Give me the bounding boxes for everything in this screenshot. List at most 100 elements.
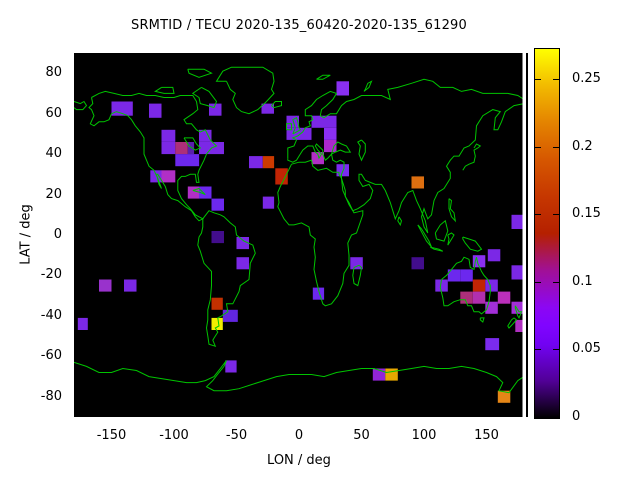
heatmap-cell bbox=[447, 269, 461, 282]
coastline bbox=[507, 317, 518, 329]
coastline bbox=[430, 246, 444, 252]
heatmap-cell bbox=[222, 309, 238, 322]
heatmap-cell bbox=[262, 156, 275, 169]
heatmap-cell bbox=[150, 170, 162, 183]
colorbar bbox=[534, 48, 560, 419]
heatmap-cell bbox=[99, 279, 112, 292]
coastline bbox=[417, 224, 432, 248]
heatmap-cell bbox=[485, 338, 500, 351]
coastline bbox=[271, 101, 282, 109]
heatmap-cell bbox=[515, 319, 524, 332]
coastline bbox=[187, 68, 213, 78]
colorbar-tick-label: 0.1 bbox=[572, 273, 593, 289]
y-tick-label: 40 bbox=[45, 146, 62, 162]
x-tick-label: 150 bbox=[474, 428, 499, 443]
heatmap-cell bbox=[149, 103, 162, 118]
heatmap-cell bbox=[77, 317, 88, 330]
heatmap-cell bbox=[211, 142, 224, 155]
heatmap-cell bbox=[286, 115, 299, 128]
colorbar-tick-label: 0.2 bbox=[572, 138, 593, 154]
heatmap-cell bbox=[511, 301, 524, 314]
heatmap-cell bbox=[236, 257, 249, 270]
heatmap-cell bbox=[411, 257, 424, 270]
heatmap-cell bbox=[211, 297, 223, 310]
colorbar-tick bbox=[535, 146, 541, 148]
coastline bbox=[191, 86, 218, 109]
heatmap-cell bbox=[199, 186, 212, 199]
heatmap-cell bbox=[175, 154, 200, 167]
heatmap-cell bbox=[511, 265, 524, 280]
coastline bbox=[434, 219, 449, 242]
heatmap-canvas bbox=[74, 53, 524, 417]
world-heatmap bbox=[74, 53, 524, 417]
coastline bbox=[447, 232, 455, 246]
coastline bbox=[287, 103, 524, 234]
x-tick-label: -100 bbox=[159, 428, 189, 443]
coastline bbox=[154, 86, 175, 94]
heatmap-cell bbox=[275, 168, 288, 185]
plot-title: SRMTID / TECU 2020-135_60420-2020-135_61… bbox=[131, 18, 467, 33]
coastline bbox=[514, 305, 523, 320]
heatmap-cell bbox=[211, 231, 224, 244]
heatmap-cell bbox=[161, 170, 176, 183]
coastline bbox=[88, 90, 218, 222]
heatmap-cell bbox=[161, 129, 176, 142]
heatmap-cell bbox=[511, 214, 524, 229]
x-tick-label: 50 bbox=[353, 428, 370, 443]
heatmap-cell bbox=[211, 317, 223, 330]
heatmap-cell bbox=[236, 237, 249, 250]
coastline bbox=[397, 216, 403, 227]
colorbar-tick bbox=[535, 349, 541, 351]
colorbar-tick-label: 0 bbox=[572, 409, 581, 424]
colorbar-tick bbox=[553, 214, 559, 216]
coastline bbox=[448, 198, 457, 223]
heatmap-cell bbox=[261, 103, 274, 114]
heatmap-cell bbox=[497, 390, 511, 403]
heatmap-cell bbox=[199, 129, 212, 142]
heatmap-cell bbox=[324, 115, 337, 128]
coastline bbox=[363, 80, 373, 92]
plot-right-border bbox=[526, 53, 528, 417]
heatmap-cell bbox=[487, 249, 501, 262]
colorbar-tick-label: 0.25 bbox=[572, 71, 601, 87]
heatmap-cell bbox=[435, 279, 448, 292]
coastline bbox=[292, 116, 302, 135]
heatmap-cell bbox=[485, 279, 498, 292]
coastline bbox=[286, 123, 292, 131]
heatmap-cell bbox=[460, 291, 473, 304]
y-tick-label: 60 bbox=[45, 105, 62, 121]
heatmap-cell bbox=[225, 360, 237, 373]
y-tick-label: 0 bbox=[53, 227, 62, 242]
heatmap-cell bbox=[324, 127, 337, 140]
heatmap-cell bbox=[311, 115, 324, 128]
x-tick-label: -150 bbox=[96, 428, 127, 443]
heatmap-cell bbox=[460, 269, 473, 282]
heatmap-cell bbox=[385, 368, 398, 381]
y-tick-label: 20 bbox=[45, 186, 62, 202]
coastline bbox=[462, 143, 482, 171]
heatmap-cell bbox=[175, 142, 188, 155]
heatmap-cell bbox=[472, 279, 486, 292]
coastline bbox=[74, 100, 88, 111]
heatmap-cell bbox=[249, 156, 263, 169]
colorbar-tick bbox=[535, 79, 541, 81]
coastline bbox=[462, 236, 483, 252]
heatmap-cell bbox=[299, 127, 312, 140]
colorbar-tick bbox=[535, 281, 541, 283]
colorbar-tick bbox=[553, 146, 559, 148]
coastline bbox=[479, 317, 485, 323]
coastline bbox=[439, 256, 491, 315]
x-axis-label: LON / deg bbox=[267, 453, 331, 468]
y-tick-label: -40 bbox=[40, 307, 62, 323]
heatmap-cell bbox=[472, 291, 486, 304]
coastline bbox=[74, 360, 524, 394]
coastline bbox=[197, 210, 256, 348]
heatmap-cell bbox=[336, 81, 349, 96]
coastline bbox=[277, 159, 364, 307]
y-tick-label: 80 bbox=[45, 65, 62, 81]
right-edge-seam bbox=[522, 53, 524, 417]
heatmap-cell bbox=[161, 142, 176, 155]
heatmap-cell bbox=[124, 279, 137, 292]
colorbar-tick-label: 0.15 bbox=[572, 206, 601, 222]
